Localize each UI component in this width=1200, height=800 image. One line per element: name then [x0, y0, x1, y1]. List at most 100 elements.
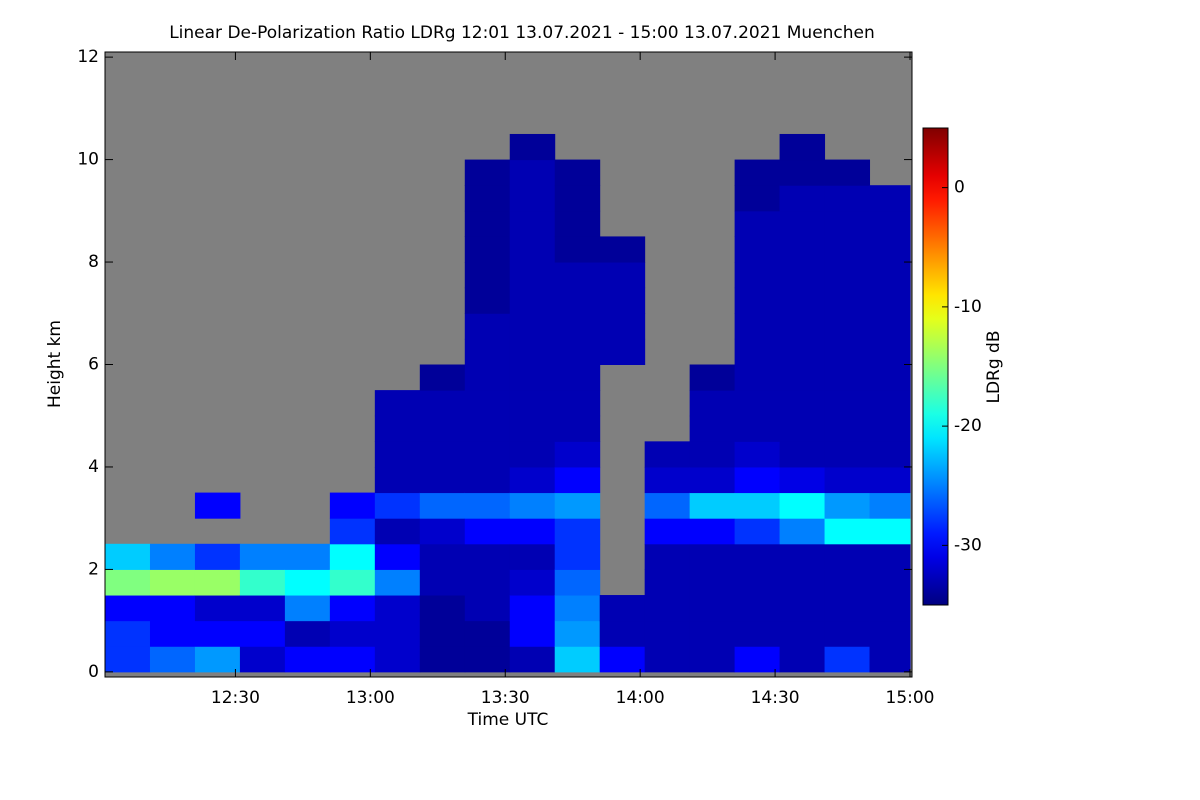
- heatmap-cell: [554, 518, 601, 545]
- heatmap-cell: [779, 518, 826, 545]
- heatmap-cell: [419, 492, 466, 519]
- heatmap-cell: [869, 466, 911, 494]
- heatmap-cell: [734, 338, 781, 365]
- heatmap-cell: [869, 543, 911, 570]
- heatmap-cell: [509, 543, 556, 570]
- heatmap-cell: [239, 543, 286, 570]
- heatmap-cell: [779, 543, 826, 570]
- heatmap-cell: [194, 646, 241, 673]
- heatmap-cell: [419, 466, 466, 494]
- heatmap-cell: [734, 287, 781, 314]
- heatmap-cell: [779, 185, 826, 212]
- heatmap-cell: [824, 543, 871, 570]
- heatmap-cell: [329, 569, 376, 596]
- heatmap-cell: [464, 466, 511, 494]
- heatmap-cell: [509, 262, 556, 289]
- y-tick-label: 12: [77, 47, 99, 67]
- heatmap-cell: [194, 543, 241, 570]
- heatmap-cell: [644, 620, 691, 647]
- heatmap-cell: [734, 492, 781, 519]
- heatmap-cell: [509, 159, 556, 186]
- heatmap-cell: [824, 159, 871, 186]
- heatmap-cell: [554, 492, 601, 519]
- heatmap-cell: [824, 492, 871, 519]
- heatmap-cell: [239, 646, 286, 673]
- heatmap-cell: [779, 236, 826, 263]
- heatmap-cell: [644, 543, 691, 570]
- heatmap-cell: [599, 287, 646, 314]
- heatmap-cell: [824, 338, 871, 365]
- heatmap-cell: [509, 236, 556, 263]
- heatmap-cell: [554, 262, 601, 289]
- heatmap-cell: [779, 441, 826, 468]
- heatmap-cell: [509, 133, 556, 161]
- heatmap-cell: [554, 543, 601, 570]
- heatmap-cell: [824, 287, 871, 314]
- heatmap-cell: [374, 569, 421, 596]
- heatmap-cell: [869, 518, 911, 545]
- heatmap-cell: [374, 492, 421, 519]
- heatmap-cell: [464, 236, 511, 263]
- heatmap-cell: [869, 646, 911, 673]
- heatmap-cell: [509, 518, 556, 545]
- heatmap-cell: [374, 595, 421, 622]
- heatmap-cell: [105, 620, 151, 647]
- heatmap-cell: [464, 338, 511, 365]
- heatmap-cell: [734, 159, 781, 186]
- y-tick-label: 2: [88, 559, 99, 579]
- heatmap-cell: [239, 620, 286, 647]
- heatmap-cell: [329, 543, 376, 570]
- heatmap-cell: [419, 595, 466, 622]
- heatmap-cell: [599, 236, 646, 263]
- y-tick-label: 4: [88, 457, 99, 477]
- heatmap-cell: [464, 441, 511, 468]
- x-axis-label: Time UTC: [467, 710, 549, 730]
- colorbar-tick-label: 0: [954, 178, 965, 198]
- heatmap-cell: [194, 492, 241, 519]
- heatmap-cell: [824, 620, 871, 647]
- heatmap-cell: [464, 595, 511, 622]
- heatmap-cell: [149, 543, 196, 570]
- heatmap-cell: [419, 364, 466, 391]
- heatmap-cell: [374, 518, 421, 545]
- heatmap-cell: [779, 646, 826, 673]
- heatmap-cell: [509, 313, 556, 340]
- heatmap-cell: [554, 159, 601, 186]
- heatmap-cell: [869, 185, 911, 212]
- heatmap-cell: [824, 210, 871, 237]
- heatmap-cell: [284, 595, 331, 622]
- y-axis-label: Height km: [45, 320, 65, 408]
- heatmap-cell: [824, 518, 871, 545]
- heatmap-cell: [419, 415, 466, 442]
- heatmap-cell: [599, 646, 646, 673]
- heatmap-cell: [464, 313, 511, 340]
- heatmap-cell: [509, 364, 556, 391]
- heatmap-cell: [779, 492, 826, 519]
- heatmap-cell: [554, 569, 601, 596]
- heatmap-cell: [419, 390, 466, 417]
- heatmap-cell: [644, 492, 691, 519]
- heatmap-cell: [824, 569, 871, 596]
- heatmap-cell: [149, 569, 196, 596]
- heatmap-cell: [509, 620, 556, 647]
- heatmap-cell: [869, 620, 911, 647]
- chart-title: Linear De-Polarization Ratio LDRg 12:01 …: [169, 23, 875, 43]
- x-tick-label: 13:00: [346, 688, 395, 708]
- y-tick-label: 10: [77, 150, 99, 170]
- heatmap-cell: [554, 313, 601, 340]
- x-tick-label: 14:00: [616, 688, 665, 708]
- heatmap-cell: [689, 595, 736, 622]
- heatmap-cell: [374, 415, 421, 442]
- heatmap-cell: [374, 466, 421, 494]
- heatmap-cell: [464, 569, 511, 596]
- heatmap-cell: [239, 595, 286, 622]
- colorbar-tick-label: -20: [954, 416, 982, 436]
- heatmap-cell: [779, 210, 826, 237]
- heatmap-cell: [464, 543, 511, 570]
- heatmap-cell: [509, 210, 556, 237]
- heatmap-cell: [869, 287, 911, 314]
- x-tick-label: 14:30: [751, 688, 800, 708]
- heatmap-cell: [329, 595, 376, 622]
- heatmap-cell: [419, 543, 466, 570]
- heatmap-cell: [554, 287, 601, 314]
